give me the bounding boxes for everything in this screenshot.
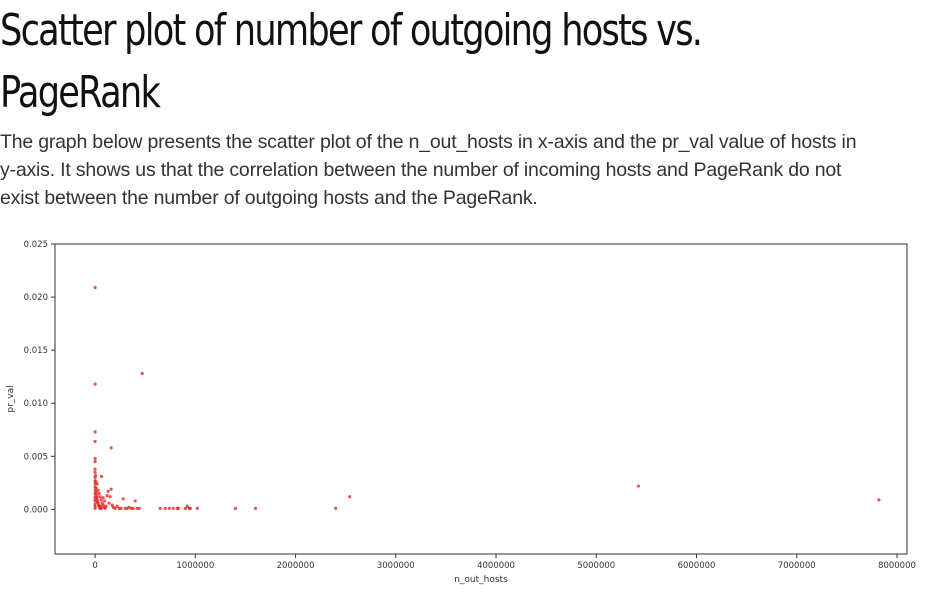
scatter-point [109, 487, 113, 491]
scatter-point [233, 506, 238, 510]
scatter-point [104, 504, 108, 508]
scatter-point [93, 382, 97, 386]
scatter-point [95, 482, 99, 486]
x-tick-label: 6000000 [678, 561, 716, 571]
scatter-point [171, 506, 175, 510]
y-tick-label: 0.015 [24, 346, 48, 356]
scatter-point [93, 430, 97, 434]
scatter-point [183, 506, 187, 510]
scatter-point [93, 506, 97, 510]
scatter-point [93, 285, 97, 290]
x-tick-label: 3000000 [377, 561, 415, 571]
scatter-point [131, 506, 135, 510]
scatter-point [94, 473, 98, 478]
y-tick-label: 0.010 [24, 399, 48, 409]
x-tick-label: 4000000 [477, 561, 515, 571]
x-tick-label: 5000000 [577, 561, 615, 571]
scatter-point [167, 506, 171, 510]
x-tick-label: 7000000 [778, 561, 816, 571]
scatter-point [93, 470, 97, 474]
scatter-point [96, 488, 100, 492]
scatter-chart-container: 0 1000000 2000000 3000000 4000000 5000000 6000… [0, 236, 926, 599]
scatter-point [348, 495, 352, 499]
scatter-point [188, 506, 192, 510]
scatter-point [140, 371, 144, 376]
scatter-point [94, 486, 98, 490]
scatter-point [108, 495, 112, 499]
scatter-point [113, 506, 117, 510]
scatter-point [877, 498, 881, 502]
scatter-point [93, 456, 97, 461]
page-title: Scatter plot of number of outgoing hosts… [0, 0, 741, 124]
scatter-point [119, 506, 123, 510]
y-tick-label: 0.020 [24, 293, 48, 303]
scatter-point [99, 498, 103, 502]
y-axis: 0.000 0.005 0.010 0.015 0.020 0.025 [24, 240, 55, 515]
scatter-point [185, 504, 189, 508]
scatter-chart: 0 1000000 2000000 3000000 4000000 5000000 6000… [6, 240, 916, 585]
intro-paragraph: The graph below presents the scatter plo… [0, 128, 926, 212]
x-tick-label: 2000000 [277, 561, 315, 571]
page-title-line-1: Scatter plot of number of outgoing hosts… [0, 5, 703, 56]
intro-line-3: exist between the number of outgoing hos… [0, 187, 538, 209]
y-tick-label: 0.000 [24, 505, 48, 515]
x-tick-label: 1000000 [176, 561, 214, 571]
x-axis-label: n_out_hosts [454, 575, 508, 585]
scatter-point [101, 496, 105, 500]
scatter-point [121, 497, 125, 501]
scatter-point [334, 506, 338, 510]
scatter-point [105, 494, 109, 498]
y-axis-label: pr_val [6, 385, 16, 412]
scatter-point [109, 446, 113, 450]
intro-line-2: y-axis. It shows us that the correlation… [0, 159, 842, 181]
scatter-point [94, 490, 98, 495]
intro-line-1: The graph below presents the scatter plo… [0, 131, 857, 153]
scatter-point [93, 439, 97, 444]
scatter-point [115, 504, 119, 508]
scatter-point [176, 506, 180, 510]
y-tick-label: 0.005 [24, 452, 48, 462]
scatter-point [106, 489, 110, 493]
scatter-point [97, 491, 101, 496]
y-tick-label: 0.025 [24, 240, 48, 250]
scatter-point [93, 467, 97, 471]
x-tick-label: 0 [92, 561, 97, 571]
scatter-point [99, 506, 103, 510]
scatter-point [98, 495, 102, 499]
scatter-point [133, 499, 137, 503]
x-axis: 0 1000000 2000000 3000000 4000000 5000000 6000… [92, 554, 916, 571]
page-title-line-2: PageRank [0, 67, 161, 118]
points-layer [93, 285, 881, 510]
scatter-point [195, 506, 199, 510]
scatter-point [93, 460, 97, 464]
scatter-point [137, 506, 141, 510]
scatter-point [158, 506, 162, 510]
plot-frame [54, 243, 908, 555]
x-tick-label: 8000000 [878, 561, 916, 571]
scatter-point [636, 484, 640, 488]
scatter-point [100, 474, 104, 479]
scatter-point [253, 506, 258, 510]
scatter-point [163, 506, 167, 510]
scatter-point [103, 499, 107, 503]
scatter-point [107, 501, 111, 505]
